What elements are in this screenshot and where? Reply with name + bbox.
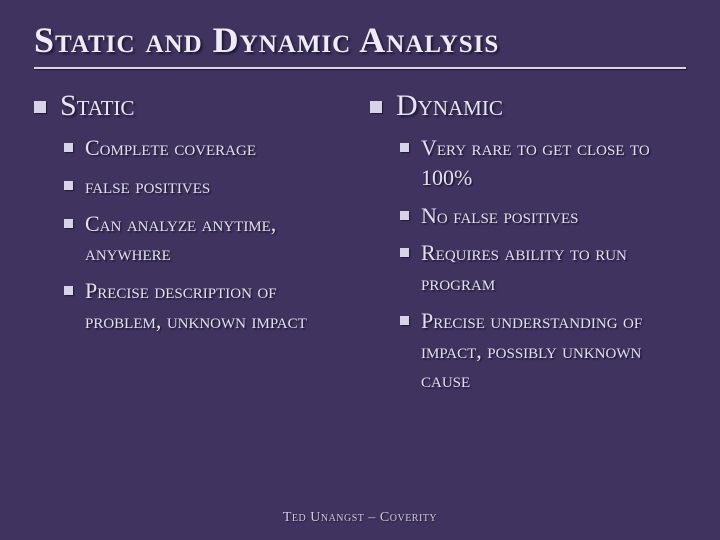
slide-title: Static and Dynamic Analysis — [34, 20, 686, 61]
list-item: Requires ability to run program — [400, 238, 686, 297]
list-item: Precise understanding of impact, possibl… — [400, 306, 686, 395]
column-heading-row: Static — [34, 89, 350, 123]
square-bullet-icon — [400, 316, 409, 325]
footer-text: Ted Unangst – Coverity — [0, 510, 720, 526]
column-static: Static Complete coverage false positives… — [34, 89, 350, 403]
square-bullet-icon — [64, 219, 73, 228]
square-bullet-icon — [370, 101, 382, 113]
list-item: Very rare to get close to 100% — [400, 133, 686, 192]
columns: Static Complete coverage false positives… — [34, 89, 686, 403]
list-item-text: Precise understanding of impact, possibl… — [421, 306, 686, 395]
list-item: false positives — [64, 171, 350, 201]
title-underline — [34, 67, 686, 69]
square-bullet-icon — [64, 181, 73, 190]
list-item: Precise description of problem, unknown … — [64, 276, 350, 335]
square-bullet-icon — [34, 101, 46, 113]
list-item-text: Can analyze anytime, anywhere — [85, 209, 350, 268]
square-bullet-icon — [64, 143, 73, 152]
list-item: Can analyze anytime, anywhere — [64, 209, 350, 268]
column-heading-row: Dynamic — [370, 89, 686, 123]
square-bullet-icon — [400, 143, 409, 152]
slide: Static and Dynamic Analysis Static Compl… — [0, 0, 720, 540]
column-dynamic: Dynamic Very rare to get close to 100% N… — [370, 89, 686, 403]
list-item: Complete coverage — [64, 133, 350, 163]
list-item-text: Precise description of problem, unknown … — [85, 276, 350, 335]
square-bullet-icon — [64, 286, 73, 295]
square-bullet-icon — [400, 211, 409, 220]
list-item-text: Requires ability to run program — [421, 238, 686, 297]
square-bullet-icon — [400, 248, 409, 257]
list-item-text: Complete coverage — [85, 133, 256, 163]
column-heading: Dynamic — [396, 89, 503, 123]
column-heading: Static — [60, 89, 135, 123]
list-item-text: Very rare to get close to 100% — [421, 133, 686, 192]
list-item-text: false positives — [85, 171, 210, 201]
list-item-text: No false positives — [421, 201, 578, 231]
list-item: No false positives — [400, 201, 686, 231]
